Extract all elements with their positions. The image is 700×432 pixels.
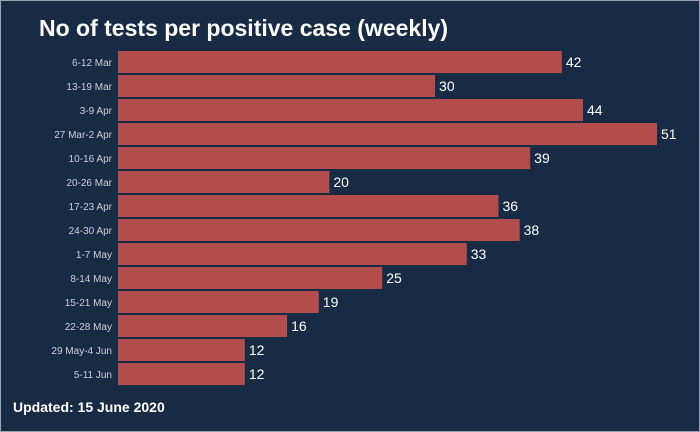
- value-label: 25: [386, 270, 402, 286]
- value-label: 30: [439, 78, 455, 94]
- bar: [118, 315, 288, 337]
- bar: [118, 339, 245, 361]
- bar: [118, 123, 657, 145]
- value-label: 12: [249, 366, 265, 382]
- category-label: 22-28 May: [65, 322, 112, 333]
- bar: [118, 219, 520, 241]
- bar: [118, 147, 531, 169]
- category-label: 24-30 Apr: [69, 226, 113, 237]
- category-label: 6-12 Mar: [72, 58, 113, 69]
- value-label: 20: [333, 174, 349, 190]
- category-label: 3-9 Apr: [80, 106, 113, 117]
- category-label: 1-7 May: [76, 250, 112, 261]
- category-label: 29 May-4 Jun: [51, 346, 112, 357]
- value-label: 16: [291, 318, 307, 334]
- updated-note: Updated: 15 June 2020: [13, 399, 165, 415]
- value-label: 44: [587, 102, 603, 118]
- category-label: 20-26 Mar: [66, 178, 112, 189]
- category-label: 27 Mar-2 Apr: [54, 130, 112, 141]
- category-label: 15-21 May: [65, 298, 112, 309]
- value-label: 42: [566, 54, 582, 70]
- bar: [118, 75, 436, 97]
- category-label: 13-19 Mar: [66, 82, 112, 93]
- bar: [118, 291, 319, 313]
- bar: [118, 243, 467, 265]
- bar: [118, 171, 330, 193]
- bar: [118, 267, 383, 289]
- bar: [118, 195, 499, 217]
- value-label: 51: [661, 126, 677, 142]
- value-label: 38: [524, 222, 540, 238]
- category-label: 5-11 Jun: [74, 370, 112, 381]
- value-label: 39: [534, 150, 550, 166]
- category-label: 8-14 May: [70, 274, 112, 285]
- value-label: 36: [502, 198, 518, 214]
- category-label: 10-16 Apr: [69, 154, 113, 165]
- category-label: 17-23 Apr: [69, 202, 113, 213]
- value-label: 19: [323, 294, 339, 310]
- value-label: 12: [249, 342, 265, 358]
- chart-title: No of tests per positive case (weekly): [39, 15, 449, 41]
- bar: [118, 51, 562, 73]
- bar: [118, 363, 245, 385]
- value-label: 33: [471, 246, 487, 262]
- bar: [118, 99, 584, 121]
